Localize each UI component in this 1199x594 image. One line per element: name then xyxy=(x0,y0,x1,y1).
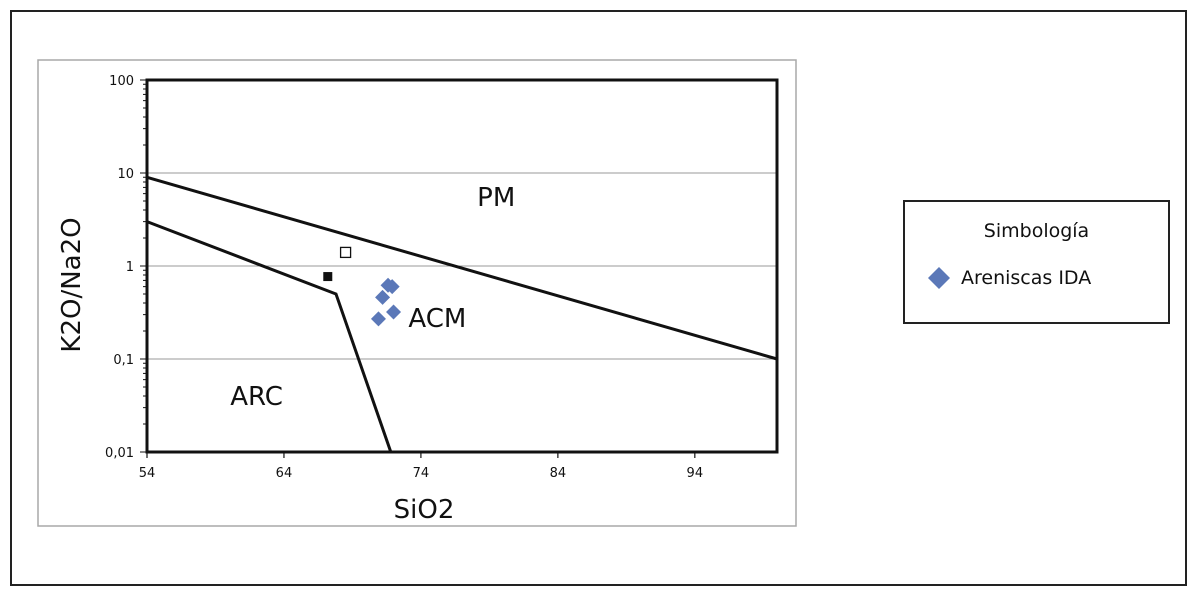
y-tick-label: 10 xyxy=(117,167,134,182)
x-tick-label: 74 xyxy=(413,466,430,481)
x-tick-label: 94 xyxy=(687,466,704,481)
x-tick-labels: 54 64 74 84 94 xyxy=(139,466,703,481)
data-point-open-square xyxy=(339,246,352,259)
region-label-pm: PM xyxy=(477,183,515,213)
y-tick-label: 100 xyxy=(109,74,134,89)
data-point-diamond xyxy=(384,279,400,295)
legend-label: Areniscas IDA xyxy=(961,267,1092,289)
data-point-diamond xyxy=(386,304,402,320)
region-label-acm: ACM xyxy=(408,304,466,334)
x-tick-label: 54 xyxy=(139,466,156,481)
figure-frame xyxy=(10,10,1187,586)
boundary-line xyxy=(146,175,778,361)
y-tick-label: 1 xyxy=(126,260,134,275)
legend: Simbología Areniscas IDA xyxy=(903,200,1170,324)
region-labels: PM ACM ARC xyxy=(230,183,515,412)
plot-area-border xyxy=(145,78,779,454)
boundary-lines xyxy=(146,175,778,453)
boundary-line xyxy=(146,220,393,453)
data-point-filled-square xyxy=(323,272,333,282)
region-label-arc: ARC xyxy=(230,382,283,412)
legend-title: Simbología xyxy=(983,220,1090,242)
y-tick-labels: 0,01 0,1 1 10 100 xyxy=(105,74,134,461)
data-point-diamond xyxy=(370,311,386,327)
data-point-diamond xyxy=(375,289,391,305)
gridlines xyxy=(147,172,777,360)
y-tick-label: 0,01 xyxy=(105,446,134,461)
y-axis-title: K2O/Na2O xyxy=(57,217,87,352)
x-tick-label: 84 xyxy=(550,466,567,481)
legend-entry: Areniscas IDA xyxy=(927,264,1091,292)
x-tick-label: 64 xyxy=(276,466,293,481)
legend-diamond-icon xyxy=(928,267,950,289)
y-tick-label: 0,1 xyxy=(113,353,134,368)
chart-area-border xyxy=(37,59,797,527)
data-points xyxy=(323,246,402,327)
x-axis-title: SiO2 xyxy=(394,495,455,525)
